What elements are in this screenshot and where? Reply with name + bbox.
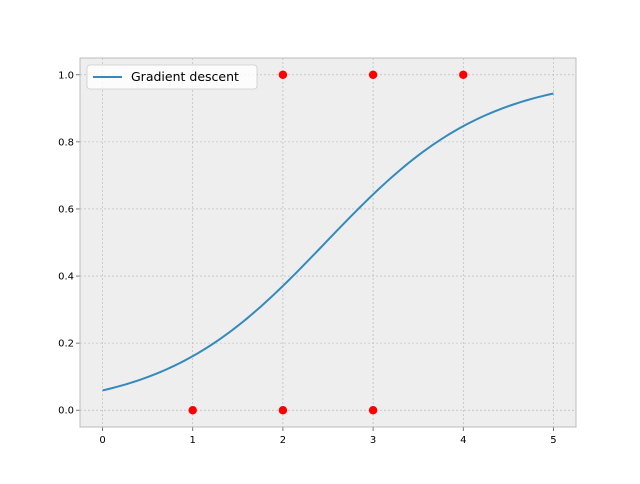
data-point xyxy=(278,70,288,79)
y-tick-label: 0.8 xyxy=(58,137,74,148)
y-tick-label: 0.4 xyxy=(58,272,74,283)
x-tick-label: 3 xyxy=(370,435,376,446)
legend-box xyxy=(86,64,258,90)
legend: Gradient descent xyxy=(86,64,258,90)
x-tick-label: 4 xyxy=(460,435,466,446)
plot-area xyxy=(80,58,576,427)
data-point xyxy=(368,70,378,79)
data-point xyxy=(188,406,197,415)
series-line xyxy=(102,92,554,392)
y-tick-label: 0.6 xyxy=(58,204,74,215)
data-point xyxy=(368,406,378,415)
y-axis: 0.0 0.2 0.4 0.6 0.8 1.0 xyxy=(58,70,80,417)
data-point xyxy=(459,70,468,79)
y-tick-label: 0.2 xyxy=(58,339,74,350)
x-axis: 0 1 2 3 4 5 xyxy=(99,427,557,446)
plot-frame xyxy=(79,57,577,428)
x-tick-label: 1 xyxy=(190,435,196,446)
data-point xyxy=(278,406,288,415)
series-layer xyxy=(102,70,554,415)
x-tick-label: 0 xyxy=(99,435,105,446)
x-tick-label: 2 xyxy=(280,435,286,446)
y-tick-label: 1.0 xyxy=(58,70,74,81)
x-tick-label: 5 xyxy=(550,435,556,446)
y-tick-label: 0.0 xyxy=(58,406,74,417)
grid xyxy=(80,58,576,427)
legend-label: Gradient descent xyxy=(131,69,239,84)
